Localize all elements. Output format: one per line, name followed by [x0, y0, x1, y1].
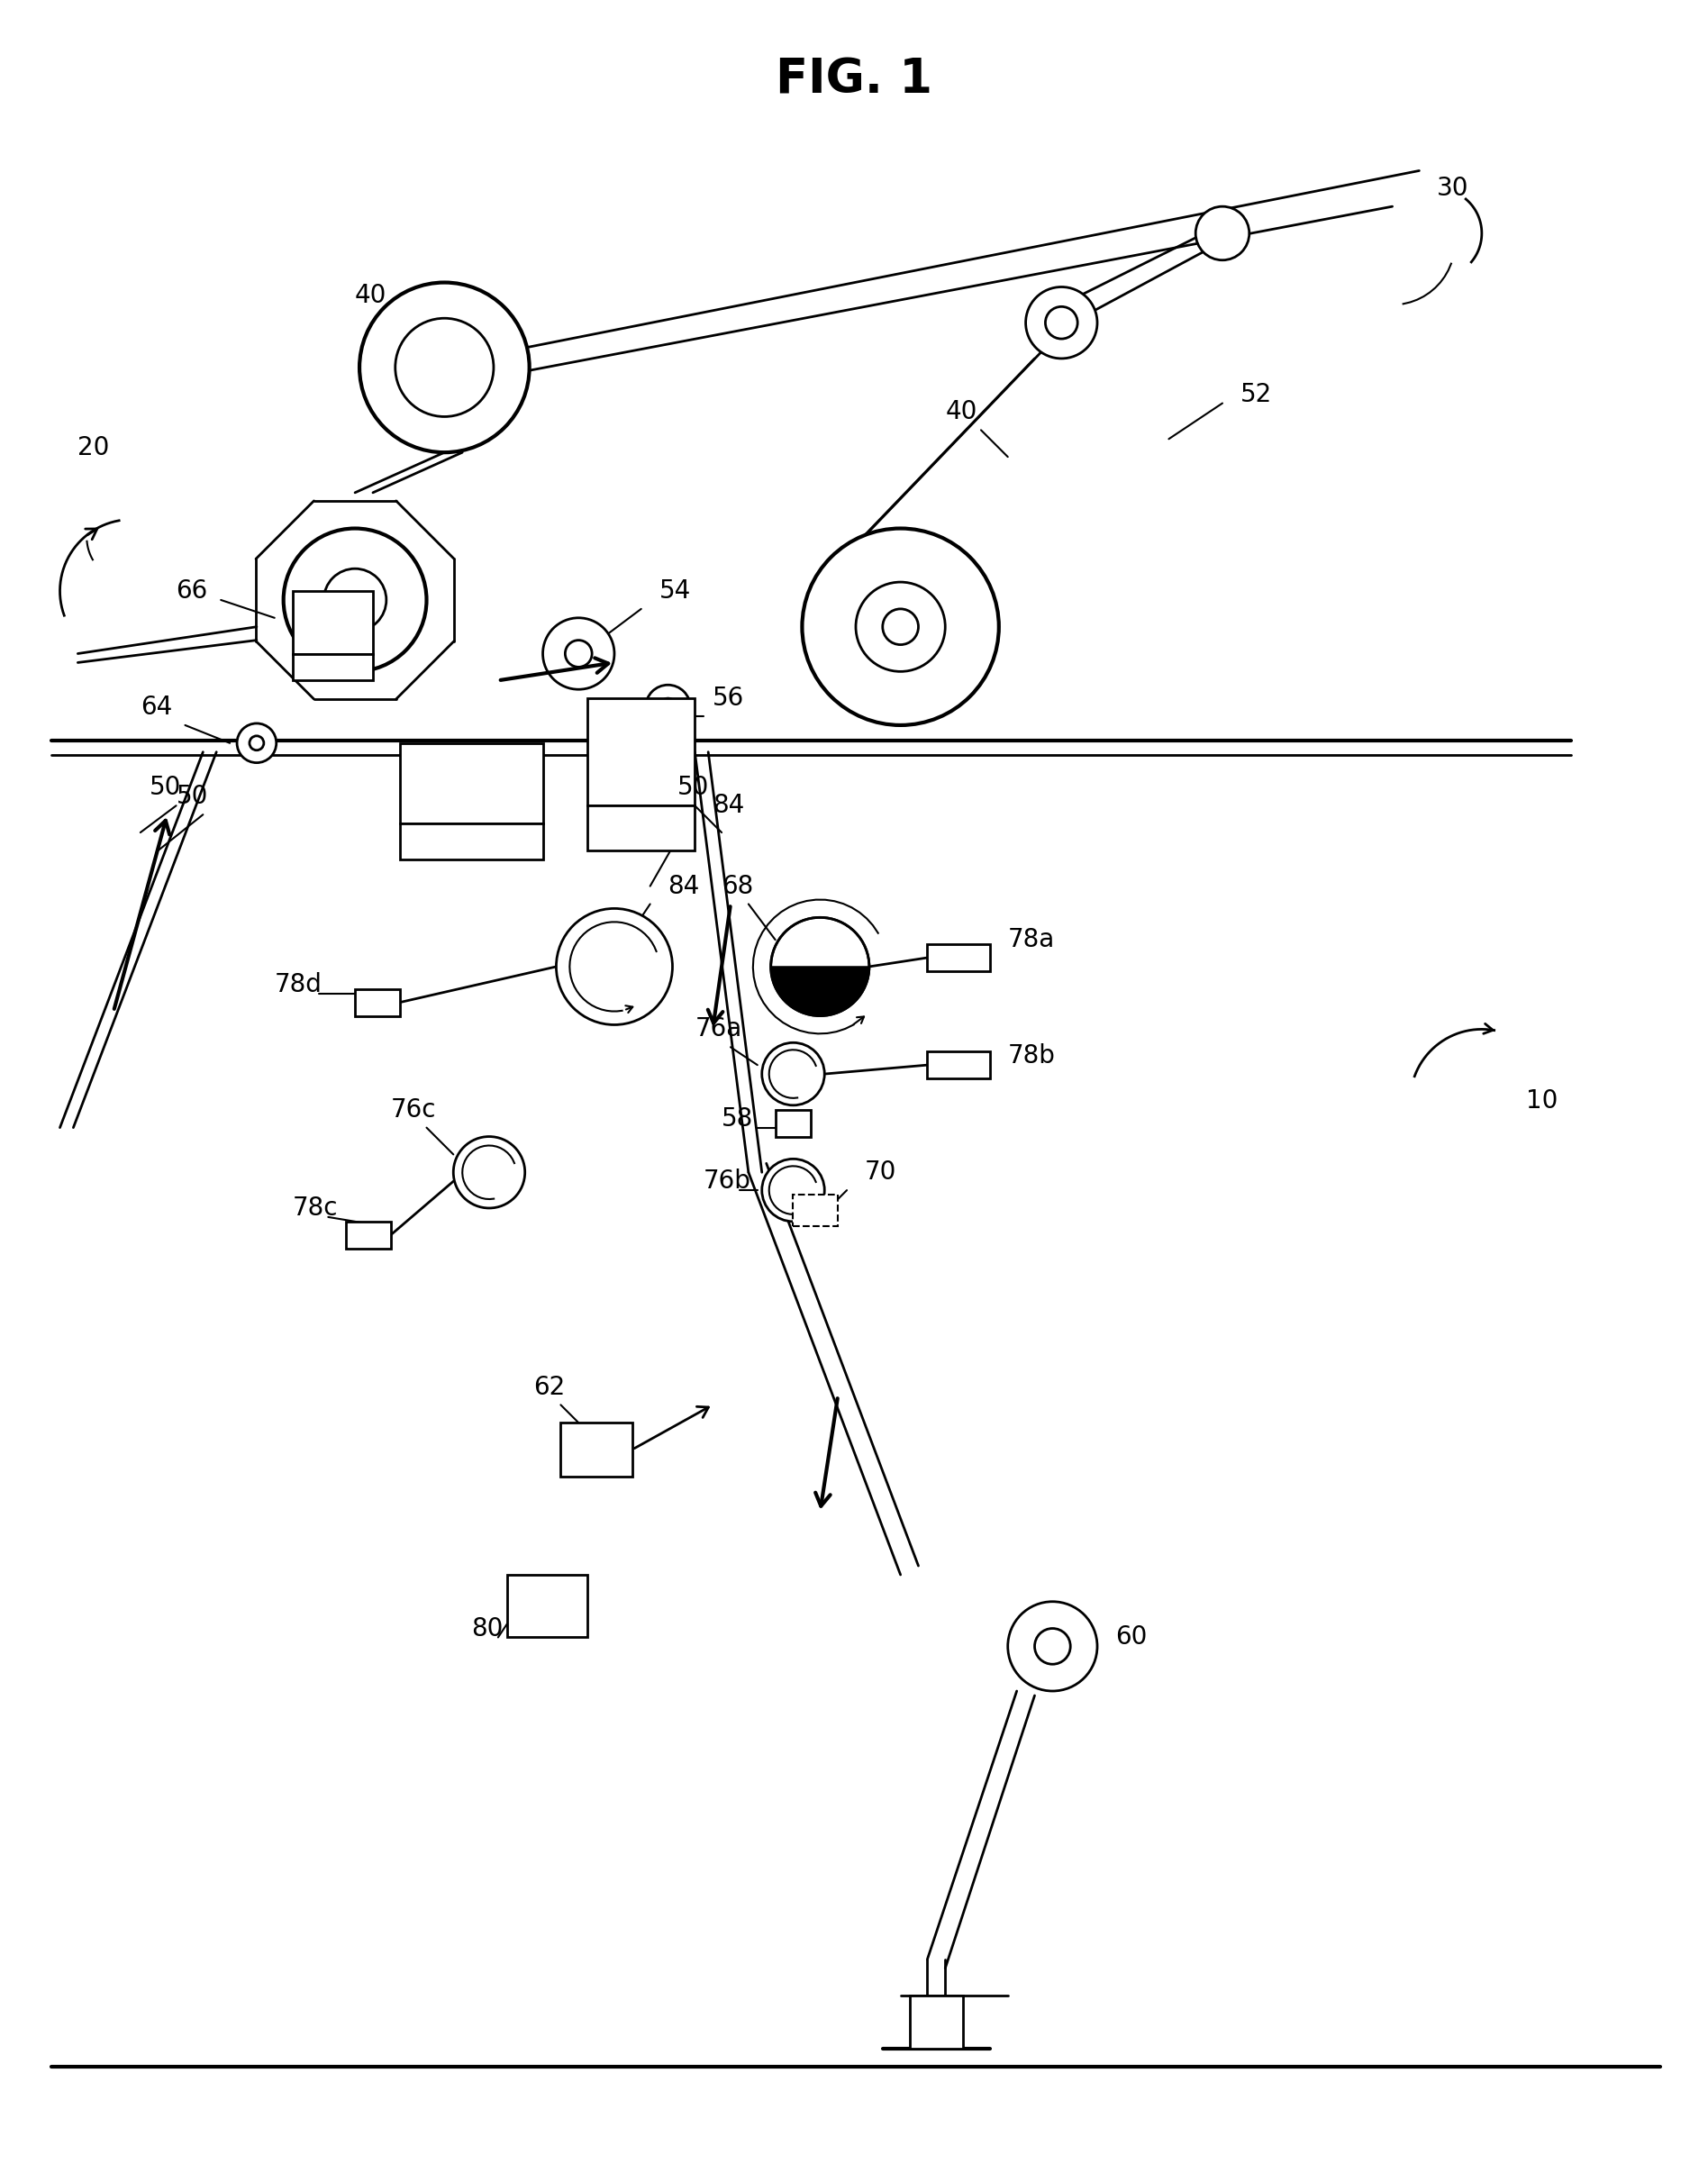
Circle shape [770, 918, 869, 1015]
Circle shape [1045, 307, 1078, 340]
Circle shape [659, 699, 676, 716]
Polygon shape [927, 1052, 991, 1078]
Circle shape [453, 1136, 524, 1208]
Bar [507, 1575, 588, 1638]
Circle shape [237, 723, 277, 762]
Text: 78b: 78b [1008, 1043, 1056, 1069]
Wedge shape [770, 967, 869, 1015]
Text: 78a: 78a [1008, 926, 1056, 952]
Text: 68: 68 [722, 874, 753, 898]
Circle shape [883, 608, 919, 645]
Text: 76c: 76c [391, 1097, 436, 1123]
Circle shape [856, 582, 945, 671]
Circle shape [325, 569, 386, 632]
Text: 70: 70 [864, 1160, 897, 1186]
Bar [400, 742, 543, 824]
Text: 76a: 76a [695, 1017, 741, 1041]
Text: 40: 40 [945, 400, 977, 424]
Text: 40: 40 [355, 283, 388, 309]
Text: 58: 58 [722, 1106, 753, 1132]
Circle shape [284, 528, 427, 671]
Text: 78c: 78c [292, 1195, 338, 1220]
Bar [400, 824, 543, 859]
Bar [292, 654, 372, 679]
Polygon shape [355, 989, 400, 1015]
Circle shape [557, 909, 673, 1026]
Circle shape [1035, 1629, 1071, 1664]
Text: 84: 84 [712, 792, 745, 818]
Text: 62: 62 [535, 1374, 565, 1400]
Circle shape [1008, 1601, 1097, 1690]
Text: 50: 50 [149, 775, 181, 801]
Circle shape [762, 1160, 825, 1220]
Text: 10: 10 [1527, 1088, 1558, 1114]
Text: 84: 84 [668, 874, 700, 898]
Circle shape [646, 686, 690, 729]
Text: 20: 20 [79, 435, 109, 461]
Circle shape [803, 528, 999, 725]
Text: 30: 30 [1436, 175, 1469, 201]
Text: 64: 64 [140, 695, 173, 721]
Text: 50: 50 [176, 783, 208, 809]
Circle shape [359, 283, 529, 452]
Text: 78d: 78d [275, 972, 323, 998]
Circle shape [762, 1043, 825, 1106]
Circle shape [249, 736, 263, 751]
Text: 80: 80 [471, 1617, 504, 1640]
Text: 60: 60 [1115, 1625, 1148, 1649]
Bar [292, 591, 372, 654]
Text: 52: 52 [1240, 381, 1272, 407]
Text: 66: 66 [176, 578, 208, 604]
Circle shape [1196, 206, 1249, 260]
Bar [793, 1195, 839, 1227]
Bar [775, 1110, 811, 1136]
Circle shape [395, 318, 494, 418]
Text: 56: 56 [712, 686, 745, 712]
Bar [560, 1422, 632, 1476]
Circle shape [1027, 288, 1097, 359]
Polygon shape [927, 944, 991, 972]
Text: 50: 50 [676, 775, 709, 801]
Circle shape [543, 619, 615, 690]
Text: 76b: 76b [704, 1169, 752, 1195]
Bar [588, 805, 695, 850]
Bar [909, 1995, 963, 2049]
Text: 54: 54 [659, 578, 690, 604]
Polygon shape [347, 1220, 391, 1249]
Text: FIG. 1: FIG. 1 [775, 56, 933, 104]
Circle shape [565, 641, 593, 667]
Bar [588, 699, 695, 805]
